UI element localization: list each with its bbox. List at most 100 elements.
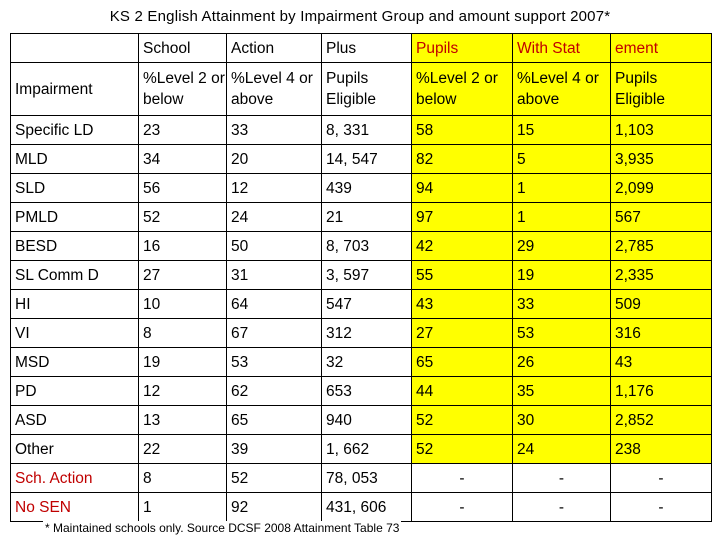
table-cell: 509 (610, 289, 712, 319)
header-cell: %Level 2 or below (138, 62, 227, 116)
table-cell: 8, 331 (321, 115, 412, 145)
table-cell: 439 (321, 173, 412, 203)
table-cell: 26 (512, 347, 611, 377)
table-cell: 82 (411, 144, 513, 174)
table-cell: 50 (226, 231, 322, 261)
table-cell: 567 (610, 202, 712, 232)
header-cell (10, 33, 139, 63)
header-cell: %Level 4 or above (512, 62, 611, 116)
footnote: * Maintained schools only. Source DCSF 2… (43, 521, 402, 535)
header-cell: %Level 2 or below (411, 62, 513, 116)
table-cell: 53 (226, 347, 322, 377)
table-row: MSD 19 53 32 65 26 43 (10, 347, 712, 377)
impairment-label: PMLD (10, 202, 139, 232)
impairment-label: Specific LD (10, 115, 139, 145)
table-cell: 8, 703 (321, 231, 412, 261)
table-cell: 24 (226, 202, 322, 232)
table-cell: 2,785 (610, 231, 712, 261)
table-cell: 14, 547 (321, 144, 412, 174)
table-cell: 33 (226, 115, 322, 145)
table-cell: 32 (321, 347, 412, 377)
table-cell: 27 (138, 260, 227, 290)
table-cell: - (411, 492, 513, 522)
impairment-label: PD (10, 376, 139, 406)
header-cell: With Stat (512, 33, 611, 63)
table-cell: 12 (138, 376, 227, 406)
table-cell: 316 (610, 318, 712, 348)
table-cell: 30 (512, 405, 611, 435)
impairment-label: SL Comm D (10, 260, 139, 290)
table-cell: 44 (411, 376, 513, 406)
impairment-label: SLD (10, 173, 139, 203)
table-cell: 653 (321, 376, 412, 406)
table-cell: 10 (138, 289, 227, 319)
table-cell: 2,099 (610, 173, 712, 203)
impairment-label: Sch. Action (10, 463, 139, 493)
header-cell: Pupils Eligible (610, 62, 712, 116)
header-cell: School (138, 33, 227, 63)
table-cell: 39 (226, 434, 322, 464)
table-cell: 13 (138, 405, 227, 435)
table-row: PMLD 52 24 21 97 1 567 (10, 202, 712, 232)
table-cell: 31 (226, 260, 322, 290)
table-cell: 35 (512, 376, 611, 406)
table-cell: 3, 597 (321, 260, 412, 290)
table-cell: - (512, 463, 611, 493)
table-cell: 67 (226, 318, 322, 348)
table-cell: 58 (411, 115, 513, 145)
table-cell: - (411, 463, 513, 493)
table-row: HI 10 64 547 43 33 509 (10, 289, 712, 319)
table-cell: 16 (138, 231, 227, 261)
table-cell: 94 (411, 173, 513, 203)
table-cell: 19 (512, 260, 611, 290)
table-cell: 52 (411, 434, 513, 464)
table-cell: 1,103 (610, 115, 712, 145)
table-body: Specific LD 23 33 8, 331 58 15 1,103 MLD 34 20 14,… (10, 115, 712, 522)
table-cell: 15 (512, 115, 611, 145)
table-cell: 43 (411, 289, 513, 319)
table-cell: 23 (138, 115, 227, 145)
header-cell: %Level 4 or above (226, 62, 322, 116)
table-cell: 97 (411, 202, 513, 232)
table-cell: 22 (138, 434, 227, 464)
table-cell: 56 (138, 173, 227, 203)
table-cell: 52 (411, 405, 513, 435)
header-cell: Impairment (10, 62, 139, 116)
table-row: ASD 13 65 940 52 30 2,852 (10, 405, 712, 435)
impairment-label: Other (10, 434, 139, 464)
table-cell: 27 (411, 318, 513, 348)
table-cell: 1 (512, 202, 611, 232)
table-cell: 64 (226, 289, 322, 319)
header-cell: Pupils (411, 33, 513, 63)
table-cell: 2,852 (610, 405, 712, 435)
table-cell: 78, 053 (321, 463, 412, 493)
table-cell: 62 (226, 376, 322, 406)
impairment-label: ASD (10, 405, 139, 435)
table-cell: 3,935 (610, 144, 712, 174)
table-cell: - (610, 492, 712, 522)
table-cell: 53 (512, 318, 611, 348)
table-cell: 34 (138, 144, 227, 174)
table-cell: 20 (226, 144, 322, 174)
table-cell: 1,176 (610, 376, 712, 406)
table-row: VI 8 67 312 27 53 316 (10, 318, 712, 348)
table-cell: 92 (226, 492, 322, 522)
table-row: SLD 56 12 439 94 1 2,099 (10, 173, 712, 203)
table-cell: 55 (411, 260, 513, 290)
table-row: SL Comm D 27 31 3, 597 55 19 2,335 (10, 260, 712, 290)
table-row: Sch. Action 8 52 78, 053- - - (10, 463, 712, 493)
table-cell: 1 (512, 173, 611, 203)
table-cell: 1, 662 (321, 434, 412, 464)
impairment-label: VI (10, 318, 139, 348)
table-cell: 312 (321, 318, 412, 348)
table-cell: 52 (226, 463, 322, 493)
table-row: Specific LD 23 33 8, 331 58 15 1,103 (10, 115, 712, 145)
table-cell: - (512, 492, 611, 522)
impairment-label: No SEN (10, 492, 139, 522)
table-cell: - (610, 463, 712, 493)
header-cell: Plus (321, 33, 412, 63)
attainment-table: School Action Plus Pupils With Stat emen… (10, 33, 712, 522)
table-cell: 8 (138, 463, 227, 493)
table-cell: 29 (512, 231, 611, 261)
table-cell: 2,335 (610, 260, 712, 290)
